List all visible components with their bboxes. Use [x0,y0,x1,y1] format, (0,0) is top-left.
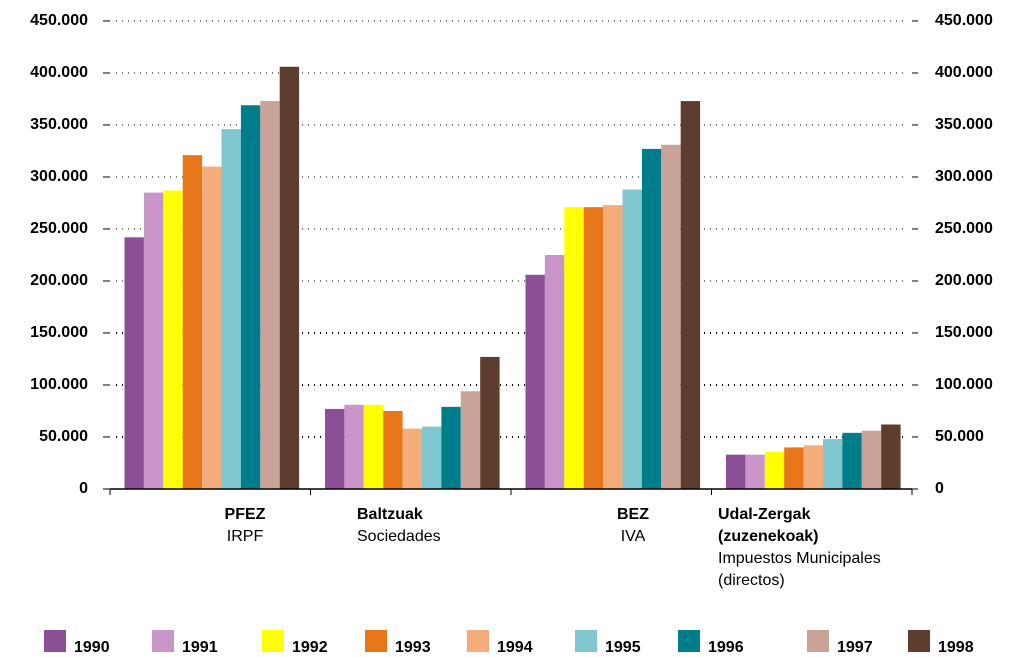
bar [641,148,662,490]
bar [163,190,183,489]
y2-tick-label: 100.000 [935,376,993,393]
bar [441,406,461,489]
category-name: Baltzuak [357,506,423,523]
y-tick-label: 0 [79,480,88,497]
category-subtitle: (directos) [718,572,785,589]
legend-swatch [44,630,66,652]
bar [202,166,222,489]
legend-swatch [807,630,829,652]
legend-label: 1994 [497,639,533,656]
bar [842,432,862,489]
bar [422,426,442,489]
legend-label: 1996 [708,639,744,656]
bar [544,255,565,489]
legend-label: 1993 [395,639,431,656]
legend-label: 1991 [182,639,218,656]
y-tick-label: 350.000 [30,116,88,133]
bar [564,207,584,489]
bar [861,430,882,489]
bar [680,101,701,489]
category-subtitle: IVA [621,528,646,545]
category-subtitle: Sociedades [357,528,441,545]
bar [325,408,345,489]
bar [363,404,384,489]
y2-tick-label: 400.000 [935,64,993,81]
bar [460,391,481,489]
bar [240,105,261,490]
y2-tick-label: 150.000 [935,324,993,341]
legend-swatch [152,630,174,652]
category-subtitle: IRPF [227,528,264,545]
bar [525,274,545,489]
bar [221,129,241,489]
y-tick-label: 50.000 [39,428,88,445]
y2-tick-label: 0 [935,480,944,497]
legend-label: 1990 [74,639,110,656]
legend-swatch [575,630,597,652]
bar [803,445,823,489]
y-tick-label: 250.000 [30,220,88,237]
bar [143,192,164,489]
y-tick-label: 200.000 [30,272,88,289]
category-name: Udal-Zergak [718,506,811,523]
bar [279,66,300,489]
legend-label: 1998 [938,639,974,656]
bar [260,101,280,489]
legend-swatch [365,630,387,652]
bar [726,454,746,489]
bar [344,404,364,489]
bar [603,205,623,489]
y-tick-label: 150.000 [30,324,88,341]
bar [764,451,785,489]
bar [124,237,144,489]
y2-tick-label: 450.000 [935,12,993,29]
bar [881,424,901,489]
y2-tick-label: 250.000 [935,220,993,237]
bar [182,155,203,489]
y-tick-label: 400.000 [30,64,88,81]
legend-label: 1995 [605,639,641,656]
category-name: (zuzenekoak) [718,528,818,545]
y-tick-label: 300.000 [30,168,88,185]
bar [402,428,422,489]
legend-swatch [262,630,284,652]
legend-label: 1997 [837,639,873,656]
y2-tick-label: 350.000 [935,116,993,133]
legend-label: 1992 [292,639,328,656]
category-name: BEZ [617,506,649,523]
y-tick-label: 100.000 [30,376,88,393]
category-name: PFEZ [225,506,266,523]
bar [661,144,681,489]
y2-tick-label: 50.000 [935,428,984,445]
y-tick-label: 450.000 [30,12,88,29]
category-subtitle: Impuestos Municipales [718,550,881,567]
y2-tick-label: 300.000 [935,168,993,185]
bar [383,411,403,489]
bar [622,189,642,490]
bar [583,207,604,489]
bar [480,356,500,489]
y2-tick-label: 200.000 [935,272,993,289]
legend-swatch [467,630,489,652]
bar [745,454,765,489]
bar [823,439,843,489]
legend-swatch [908,630,930,652]
legend-swatch [678,630,700,652]
bar [784,447,804,489]
